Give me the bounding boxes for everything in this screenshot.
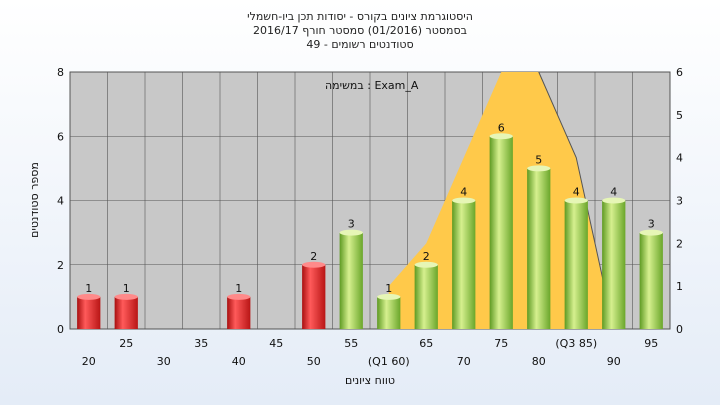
y2-tick-label: 1: [676, 280, 683, 293]
bar-cap: [377, 293, 401, 300]
data-label: 4: [610, 186, 617, 199]
data-label: 3: [348, 218, 355, 231]
bar: [564, 200, 588, 329]
y2-tick-label: 2: [676, 237, 683, 250]
x-axis-title: טווח ציונים: [345, 374, 395, 387]
x-tick-label: 65: [419, 337, 433, 350]
bar: [527, 168, 551, 329]
bar: [227, 296, 251, 329]
bar-cap: [564, 197, 588, 204]
x-tick-label: 45: [269, 337, 283, 350]
data-labels: 1 1 1 2 3 1 2 4 6 5 4 4 3: [85, 121, 655, 295]
bars: [77, 133, 663, 329]
x-tick-label: 90: [607, 355, 621, 368]
bar: [489, 136, 513, 329]
bar: [377, 296, 401, 329]
bar-cap: [302, 261, 326, 268]
x-tick-label: (Q3 85): [555, 337, 597, 350]
data-label: 1: [385, 282, 392, 295]
y-tick-label: 4: [57, 195, 64, 208]
y2-tick-label: 4: [676, 152, 683, 165]
grid-lines: [69, 71, 671, 330]
area-edge-line: [538, 71, 615, 330]
bar: [452, 200, 476, 329]
x-tick-label: (Q1 60): [368, 355, 410, 368]
bar: [114, 296, 138, 329]
bar: [414, 264, 438, 329]
x-tick-label: 50: [307, 355, 321, 368]
y2-tick-label: 6: [676, 66, 683, 79]
bar-cap: [602, 197, 626, 204]
chart-title-line-3: סטודנטים רשומים - 49: [306, 38, 413, 51]
x-tick-label: 75: [494, 337, 508, 350]
y2-tick-label: 5: [676, 109, 683, 122]
y-tick-label: 6: [57, 130, 64, 143]
bar: [639, 232, 663, 329]
bar: [602, 200, 626, 329]
chart-title-line-1: היסטוגרמת ציונים בקורס - יסודות תכן ביו-…: [247, 10, 473, 23]
x-tick-label: 55: [344, 337, 358, 350]
bar-cap: [452, 197, 476, 204]
bar: [302, 264, 326, 329]
data-label: 1: [123, 282, 130, 295]
bar-cap: [339, 229, 363, 236]
y-tick-label: 0: [57, 323, 64, 336]
x-tick-label: 30: [157, 355, 171, 368]
chart-annotation: במשימה : Exam_A: [325, 79, 419, 92]
x-tick-label: 25: [119, 337, 133, 350]
y2-tick-label: 3: [676, 195, 683, 208]
y-tick-label: 8: [57, 66, 64, 79]
data-label: 6: [498, 121, 505, 134]
bar-cap: [414, 261, 438, 268]
y-tick-label: 2: [57, 259, 64, 272]
x-tick-label: 70: [457, 355, 471, 368]
y2-tick-label: 0: [676, 323, 683, 336]
bar-cap: [77, 293, 101, 300]
data-label: 5: [535, 153, 542, 166]
data-label: 4: [460, 186, 467, 199]
x-tick-label: 40: [232, 355, 246, 368]
x-tick-label: 95: [644, 337, 658, 350]
bar-cap: [527, 165, 551, 172]
x-tick-label: 35: [194, 337, 208, 350]
chart-title-line-2: בסמסטר (01/2016) סמסטר חורף 2016/17: [253, 24, 467, 37]
data-label: 4: [573, 186, 580, 199]
bar: [77, 296, 101, 329]
data-label: 1: [85, 282, 92, 295]
bar-cap: [227, 293, 251, 300]
bar: [339, 232, 363, 329]
data-label: 1: [235, 282, 242, 295]
data-label: 2: [310, 250, 317, 263]
bar-cap: [639, 229, 663, 236]
bar-cap: [489, 133, 513, 140]
data-label: 3: [648, 218, 655, 231]
x-tick-label: 80: [532, 355, 546, 368]
bar-cap: [114, 293, 138, 300]
y-axis-title: מספר סטודנטים: [28, 162, 41, 238]
x-tick-label: 20: [82, 355, 96, 368]
data-label: 2: [423, 250, 430, 263]
